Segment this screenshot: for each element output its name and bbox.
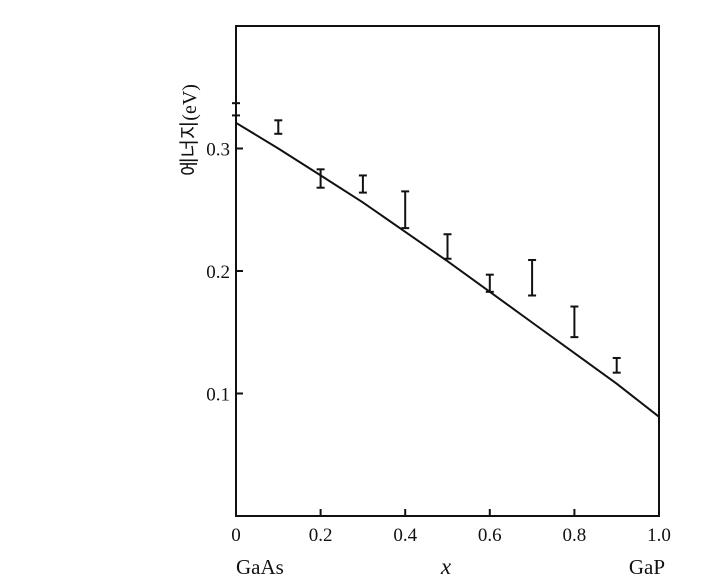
error-bar bbox=[443, 233, 452, 260]
error-bar bbox=[612, 356, 621, 374]
error-bar bbox=[358, 174, 367, 194]
error-bar bbox=[274, 119, 283, 135]
x-tick-label: 0.8 bbox=[563, 525, 587, 546]
y-tick-label: 0.2 bbox=[206, 262, 230, 283]
y-tick-label: 0.1 bbox=[206, 385, 230, 406]
plot-frame bbox=[235, 25, 660, 517]
x-axis-label: x bbox=[440, 554, 452, 577]
x-right-material-label: GaP bbox=[629, 555, 665, 577]
error-bar bbox=[401, 190, 410, 230]
x-axis-ticks: 0 0.2 0.4 0.6 0.8 1.0 bbox=[231, 509, 671, 546]
x-tick-label: 1.0 bbox=[647, 525, 671, 546]
x-tick-label: 0 bbox=[231, 525, 241, 546]
error-bar-series bbox=[232, 102, 621, 374]
y-axis-ticks: 0.1 0.2 0.3 bbox=[206, 140, 243, 406]
error-bar bbox=[570, 305, 579, 339]
x-tick-label: 0.6 bbox=[478, 525, 502, 546]
error-bar bbox=[232, 102, 240, 117]
x-tick-label: 0.2 bbox=[309, 525, 333, 546]
x-left-material-label: GaAs bbox=[236, 555, 284, 577]
y-axis-label: 에너지(eV) bbox=[178, 84, 201, 176]
fit-line bbox=[235, 121, 660, 418]
y-tick-label: 0.3 bbox=[206, 140, 230, 161]
error-bar bbox=[316, 168, 325, 189]
x-tick-label: 0.4 bbox=[393, 525, 417, 546]
error-bar bbox=[528, 258, 537, 297]
